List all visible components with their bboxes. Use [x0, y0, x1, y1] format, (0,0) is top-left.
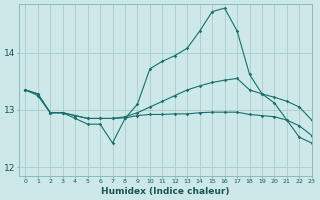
- X-axis label: Humidex (Indice chaleur): Humidex (Indice chaleur): [101, 187, 230, 196]
